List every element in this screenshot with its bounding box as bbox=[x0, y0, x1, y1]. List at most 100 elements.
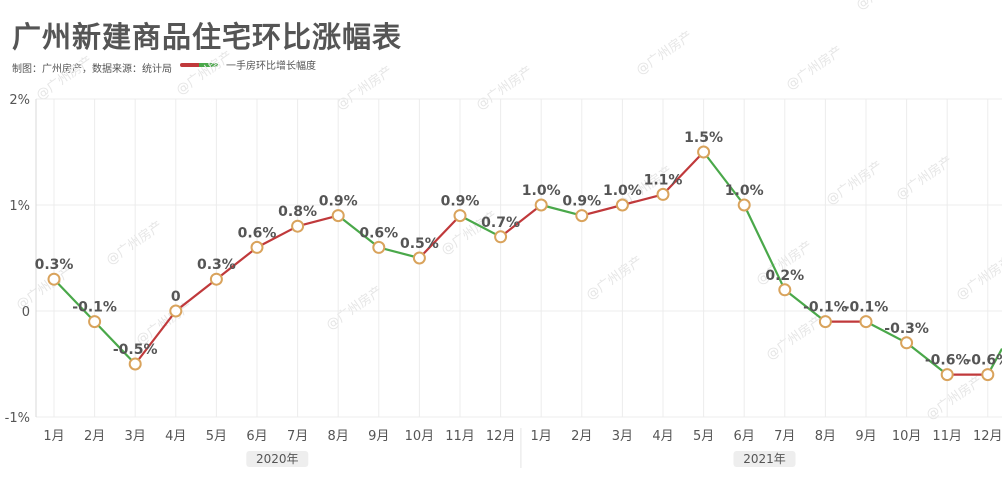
y-tick-label: 2% bbox=[9, 93, 30, 108]
series-segment bbox=[621, 193, 665, 207]
series-segment bbox=[783, 288, 827, 323]
watermark-text: @广州房产 bbox=[323, 283, 385, 333]
series-segment bbox=[134, 309, 177, 366]
series-segment bbox=[52, 278, 96, 323]
data-label: 0.9% bbox=[441, 194, 480, 210]
data-point bbox=[88, 315, 102, 329]
year-badge-bg bbox=[733, 451, 796, 467]
chart-title: 广州新建商品住宅环比涨幅表 bbox=[12, 20, 403, 54]
data-label: 0.2% bbox=[765, 268, 804, 284]
watermark-text: @广州房产 bbox=[783, 43, 845, 93]
x-tick-label: 2月 bbox=[571, 429, 592, 444]
watermark-text: @广州房产 bbox=[633, 28, 695, 78]
series-segment bbox=[337, 214, 380, 249]
series-segment bbox=[580, 203, 624, 217]
x-tick-label: 10月 bbox=[892, 429, 922, 444]
x-tick-label: 6月 bbox=[246, 429, 267, 444]
data-point bbox=[859, 315, 873, 329]
series-segment bbox=[418, 214, 462, 260]
data-point bbox=[778, 283, 792, 297]
x-tick-label: 7月 bbox=[287, 429, 308, 444]
x-tick-label: 9月 bbox=[855, 429, 876, 444]
year-badge-bg bbox=[246, 451, 309, 467]
series-segment bbox=[661, 150, 705, 196]
watermark-text: @广州房产 bbox=[103, 218, 165, 268]
data-point bbox=[656, 187, 670, 201]
data-label: 0.6% bbox=[238, 225, 277, 241]
data-label: 0.3% bbox=[197, 257, 236, 273]
series-segment bbox=[540, 203, 583, 217]
x-tick-label: 11月 bbox=[445, 429, 475, 444]
data-point bbox=[697, 145, 711, 159]
data-point bbox=[128, 357, 142, 371]
legend-label: 一手房环比增长幅度 bbox=[226, 61, 316, 72]
data-label: 0.9% bbox=[562, 194, 601, 210]
data-point bbox=[209, 272, 223, 286]
watermark-text: @广州房产 bbox=[763, 313, 825, 363]
data-label: 0.8% bbox=[278, 204, 317, 220]
data-label: -0.3% bbox=[884, 321, 929, 337]
x-tick-label: 8月 bbox=[815, 429, 836, 444]
data-label: 0.6% bbox=[359, 225, 398, 241]
data-point bbox=[331, 209, 345, 223]
legend-line-swatch bbox=[180, 62, 218, 67]
watermark-text: @广州房产 bbox=[923, 373, 985, 423]
data-label: -0.6% bbox=[925, 353, 970, 369]
watermark-text: @广州房产 bbox=[853, 0, 915, 13]
data-point bbox=[818, 315, 832, 329]
series-segment bbox=[743, 203, 786, 291]
data-label: -0.5% bbox=[113, 342, 158, 358]
data-point bbox=[981, 368, 995, 382]
year-badge-label: 2020年 bbox=[256, 452, 299, 466]
x-tick-label: 12月 bbox=[973, 429, 1002, 444]
watermark-text: @广州房产 bbox=[893, 153, 955, 203]
series-segment bbox=[499, 203, 543, 238]
watermark-text: @广州房产 bbox=[333, 63, 395, 113]
data-point bbox=[250, 240, 264, 254]
year-badge-label: 2021年 bbox=[743, 452, 786, 466]
data-label: 1.0% bbox=[522, 183, 561, 199]
data-label: 0.3% bbox=[35, 257, 74, 273]
data-label: 1.0% bbox=[603, 183, 642, 199]
watermark-text: @广州房产 bbox=[33, 53, 95, 103]
x-tick-label: 10月 bbox=[405, 429, 435, 444]
data-point bbox=[534, 198, 548, 212]
watermark-text: @广州房产 bbox=[173, 48, 235, 98]
data-label: 0.7% bbox=[481, 215, 520, 231]
x-tick-label: 3月 bbox=[612, 429, 633, 444]
series-segment bbox=[702, 150, 746, 207]
x-tick-label: 5月 bbox=[206, 429, 227, 444]
x-tick-label: 3月 bbox=[125, 429, 146, 444]
y-tick-label: -1% bbox=[5, 411, 30, 426]
chart-credit: 制图：广州房产，数据来源：统计局 bbox=[12, 64, 172, 75]
data-point bbox=[291, 219, 305, 233]
series-segment bbox=[174, 278, 218, 313]
data-point bbox=[412, 251, 426, 265]
data-point bbox=[453, 209, 467, 223]
series-segment bbox=[296, 214, 340, 228]
x-tick-label: 2月 bbox=[84, 429, 105, 444]
x-tick-label: 11月 bbox=[932, 429, 962, 444]
series-segment bbox=[255, 225, 299, 249]
y-tick-label: 0 bbox=[22, 305, 30, 320]
data-point bbox=[372, 240, 386, 254]
watermark-text: @广州房产 bbox=[133, 298, 195, 348]
series-segment bbox=[93, 320, 137, 366]
watermark-text: @广州房产 bbox=[583, 253, 645, 303]
data-point bbox=[575, 209, 589, 223]
watermark-text: @广州房产 bbox=[953, 253, 1002, 303]
x-tick-label: 1月 bbox=[43, 429, 64, 444]
x-tick-label: 9月 bbox=[368, 429, 389, 444]
data-point bbox=[494, 230, 508, 244]
x-tick-label: 7月 bbox=[774, 429, 795, 444]
x-tick-label: 12月 bbox=[486, 429, 516, 444]
data-point bbox=[940, 368, 954, 382]
data-label: 0.5% bbox=[400, 236, 439, 252]
data-label: -0.1% bbox=[72, 300, 117, 316]
data-label: -0.1% bbox=[803, 300, 848, 316]
data-label: -0.1% bbox=[844, 300, 889, 316]
chart-legend: 一手房环比增长幅度 bbox=[180, 57, 316, 72]
x-tick-label: 1月 bbox=[531, 429, 552, 444]
x-tick-label: 4月 bbox=[165, 429, 186, 444]
